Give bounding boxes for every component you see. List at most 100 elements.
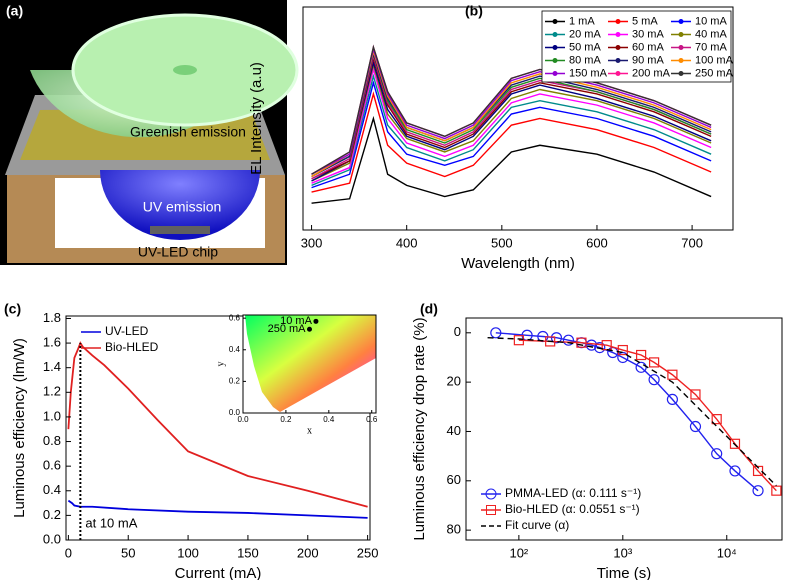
plot-area	[67, 341, 368, 519]
uv-dome	[100, 170, 260, 240]
x-tick-label: 0.0	[237, 415, 249, 424]
series-line	[311, 60, 712, 182]
y-tick-label: 1.0	[43, 408, 61, 423]
y-tick-label: 1.8	[43, 310, 61, 325]
y-tick-label: 1.6	[43, 335, 61, 350]
y-tick-label: 0.0	[43, 531, 61, 546]
legend-label: 60 mA	[632, 41, 664, 53]
point	[729, 438, 741, 449]
legend-label: 30 mA	[632, 28, 664, 40]
y-tick-label: 0.8	[43, 433, 61, 448]
series-line	[487, 337, 777, 487]
legend-marker	[678, 71, 684, 76]
point	[667, 369, 678, 380]
y-axis-title: Luminous efficiency (lm/W)	[11, 338, 28, 518]
y-tick-label: 40	[447, 423, 461, 438]
legend-label: 5 mA	[632, 15, 658, 27]
legend-label: PMMA-LED (α: 0.111 s⁻¹)	[505, 486, 641, 500]
legend-label: 40 mA	[695, 28, 727, 40]
legend-marker	[615, 45, 621, 50]
legend-label: 50 mA	[569, 41, 601, 53]
point	[562, 334, 575, 346]
chart-panel: (d) 10² 10³ 10⁴ 0 20 40 60 80 Time (s) Luminous ef…	[411, 301, 783, 580]
series-line	[67, 341, 368, 508]
y-tick-label: 80	[447, 522, 461, 537]
legend-marker	[552, 45, 558, 50]
series-line	[67, 499, 368, 519]
x-tick-label: 0.2	[280, 415, 292, 424]
x-tick-label: 0.6	[366, 415, 378, 424]
chromaticity-locus	[245, 315, 376, 412]
legend-label: Bio-HLED (α: 0.0551 s⁻¹)	[505, 502, 640, 516]
series-line	[311, 115, 712, 204]
legend-marker	[552, 32, 558, 37]
point	[636, 349, 647, 361]
legend-label: 150 mA	[569, 67, 608, 79]
x-tick-label: 10⁴	[717, 545, 737, 560]
label: Greenish emission	[130, 124, 246, 140]
x-axis-title: x	[307, 425, 312, 436]
y-tick-label: 0.6	[229, 313, 241, 322]
x-tick-label: 50	[121, 545, 135, 560]
legend-label: 200 mA	[632, 67, 671, 79]
label: UV emission	[143, 199, 222, 215]
plot-area	[487, 327, 782, 497]
y-tick-label: 1.4	[43, 359, 61, 374]
point	[513, 335, 524, 346]
point	[711, 414, 722, 425]
series-line	[311, 66, 712, 184]
x-tick-label: 300	[301, 235, 323, 250]
inset-label: 250 mA	[268, 323, 307, 335]
x-tick-label: 150	[237, 545, 259, 560]
plot-frame	[465, 317, 783, 541]
legend-marker	[615, 58, 621, 63]
y-tick-label: 0.4	[43, 482, 61, 497]
point	[635, 361, 647, 373]
point	[711, 448, 723, 460]
y-tick-label: 0.2	[229, 376, 241, 385]
label: UV-LED chip	[138, 244, 218, 260]
point	[617, 344, 628, 356]
y-axis-title: y	[215, 362, 226, 367]
legend-marker	[678, 32, 684, 37]
legend-marker	[486, 505, 496, 515]
inset-point	[313, 318, 319, 324]
panel-label: (d)	[420, 301, 438, 317]
y-axis-title: EL Intensity (a.u)	[248, 62, 265, 175]
legend-marker	[615, 71, 621, 76]
x-tick-label: 0.4	[323, 415, 335, 424]
legend-marker	[552, 58, 558, 63]
plot-frame	[65, 315, 371, 541]
series-line	[495, 332, 759, 492]
legend-label: 20 mA	[569, 28, 601, 40]
legend-label: 10 mA	[695, 15, 727, 27]
point	[601, 340, 612, 351]
legend-label: 70 mA	[695, 41, 727, 53]
legend-marker	[678, 19, 684, 24]
legend-marker	[678, 58, 684, 63]
legend-marker	[678, 45, 684, 50]
point	[752, 485, 764, 497]
plot-area	[311, 44, 712, 204]
point	[690, 389, 701, 400]
point	[729, 465, 741, 477]
panel-label: (c)	[4, 301, 21, 317]
series-line	[311, 91, 712, 193]
illustration: Greenish emission UV emission UV-LED chi…	[0, 0, 299, 265]
panel-label: (a)	[6, 3, 23, 19]
x-axis-title: Time (s)	[597, 565, 651, 580]
legend-marker	[615, 32, 621, 37]
point	[666, 393, 679, 405]
y-tick-label: 1.2	[43, 384, 61, 399]
legend-label: 250 mA	[695, 67, 734, 79]
plot-frame	[302, 6, 734, 231]
y-tick-label: 0.0	[229, 408, 241, 417]
y-tick-label: 0.2	[43, 507, 61, 522]
y-axis-title: Luminous efficiency drop rate (%)	[411, 317, 428, 540]
point	[648, 374, 660, 386]
series-line	[311, 73, 712, 187]
annotation: at 10 mA	[85, 515, 137, 530]
x-tick-label: 10²	[509, 545, 528, 560]
inset-point	[307, 326, 312, 332]
